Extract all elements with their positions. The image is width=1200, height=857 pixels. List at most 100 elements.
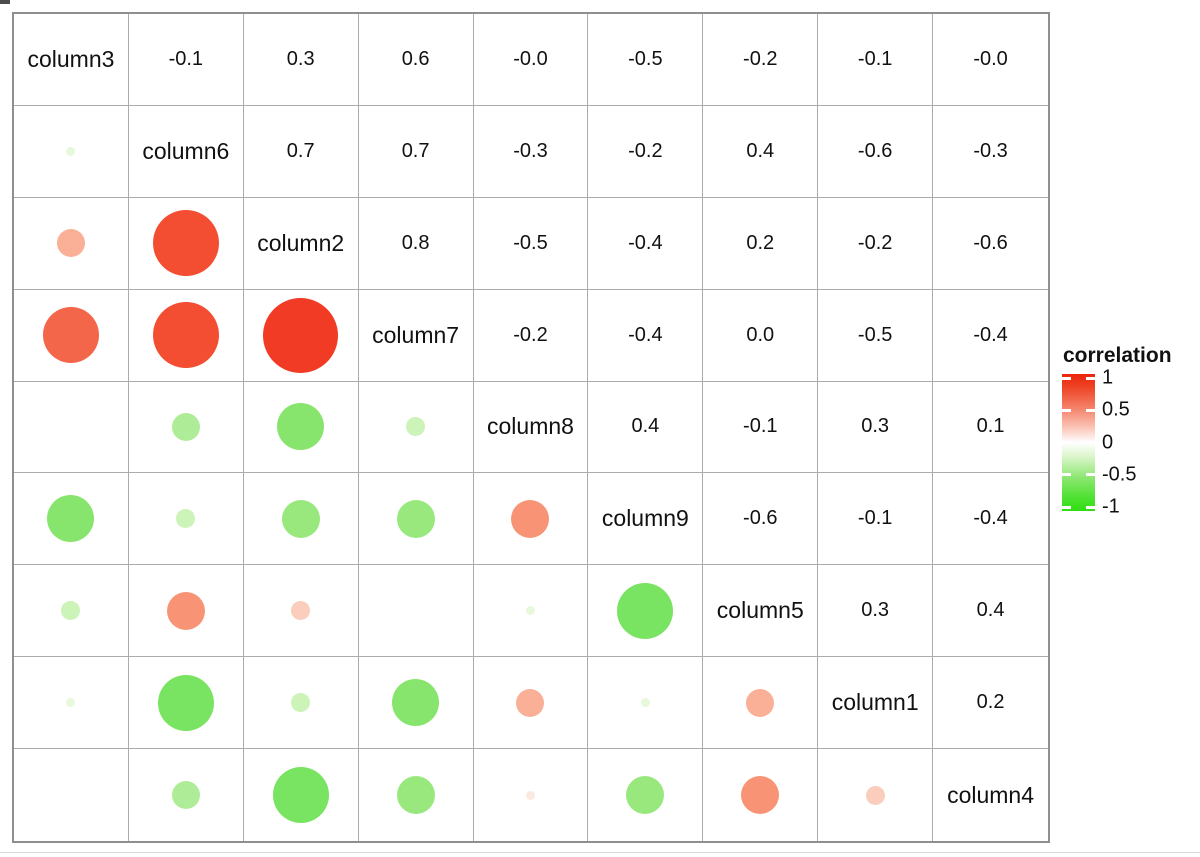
correlation-value: -0.5 (628, 47, 663, 70)
matrix-diagonal-label-cell: column9 (588, 473, 704, 566)
correlation-circle (171, 412, 200, 441)
correlation-circle-cell (128, 289, 244, 382)
variable-name: column3 (27, 45, 115, 72)
correlation-circle-cell (243, 289, 359, 382)
correlation-circle-cell (703, 657, 819, 750)
correlation-value: -0.5 (513, 231, 548, 254)
correlation-value-cell: -0.2 (588, 105, 704, 198)
correlation-value: -0.2 (513, 323, 548, 346)
correlation-value: -0.3 (513, 139, 548, 162)
correlation-circle (525, 606, 535, 616)
correlation-value: -0.4 (628, 231, 663, 254)
correlation-value-cell: 0.0 (703, 289, 819, 382)
correlation-value: -0.1 (743, 415, 778, 438)
legend-body: 1 0.5 0 -0.5 -1 (1056, 367, 1200, 520)
correlation-circle-cell (128, 565, 244, 658)
correlation-value-cell: 0.4 (703, 105, 819, 198)
correlation-value-cell: 0.3 (243, 14, 359, 106)
variable-name: column1 (831, 689, 919, 716)
correlation-value-cell: 0.2 (703, 197, 819, 290)
correlation-circle (66, 146, 76, 156)
correlation-value: -0.1 (857, 507, 893, 530)
correlation-circle (741, 776, 780, 815)
legend-tick-mark (1062, 473, 1071, 476)
correlation-value: 0.4 (976, 599, 1005, 622)
correlation-value: -0.1 (857, 47, 893, 70)
correlation-value: -0.6 (743, 507, 778, 530)
legend-gradient-bar (1062, 374, 1095, 511)
variable-name: column9 (601, 505, 689, 532)
legend-tick-label: 0.5 (1102, 398, 1130, 421)
correlation-value: -0.4 (973, 323, 1008, 346)
correlation-value-cell: -0.1 (128, 14, 244, 106)
correlation-circle (640, 698, 650, 708)
legend-tick-labels: 1 0.5 0 -0.5 -1 (1102, 367, 1192, 518)
correlation-circle (47, 495, 95, 543)
correlation-value: -0.2 (628, 139, 663, 162)
correlation-circle-cell (14, 289, 129, 382)
correlation-value-cell: -0.1 (818, 473, 934, 566)
correlation-value-cell: -0.5 (473, 197, 589, 290)
correlation-value: 0.1 (976, 415, 1005, 438)
correlation-value-cell: -0.0 (473, 14, 589, 106)
legend-tick-mark (1086, 377, 1095, 380)
matrix-diagonal-label-cell: column4 (933, 749, 1048, 841)
correlation-circle (176, 509, 196, 529)
correlation-value-cell: -0.3 (473, 105, 589, 198)
correlation-matrix-grid: column3 -0.1 0.3 0.6 -0.0 -0.5 -0.2 -0.1 -0.0 col… (12, 12, 1050, 843)
correlation-circle (865, 785, 885, 805)
correlation-value: 0.3 (861, 415, 890, 438)
correlation-legend: correlation 1 0.5 0 -0.5 -1 (1056, 344, 1200, 520)
correlation-value: -0.0 (973, 47, 1008, 70)
correlation-value: 0.3 (286, 47, 315, 70)
correlation-value-cell: -0.3 (933, 106, 1048, 198)
correlation-circle-cell (588, 565, 704, 658)
correlation-circle-cell (243, 473, 359, 566)
correlation-circle-cell (14, 381, 129, 474)
correlation-circle-cell (473, 657, 589, 750)
matrix-diagonal-label-cell: column7 (358, 289, 474, 382)
legend-tick-label: -1 (1102, 495, 1120, 518)
correlation-value: -0.1 (168, 47, 204, 70)
variable-name: column6 (142, 137, 230, 164)
correlation-circle (746, 688, 775, 717)
legend-tick-label: 1 (1102, 366, 1114, 389)
correlation-value: 0.6 (401, 47, 430, 70)
variable-name: column2 (257, 229, 345, 256)
screen-edge-line (0, 852, 1200, 853)
variable-name: column7 (372, 321, 460, 348)
correlation-circle (406, 417, 426, 437)
correlation-value-cell: 0.3 (818, 565, 934, 658)
correlation-value-cell: -0.4 (933, 473, 1048, 566)
correlation-circle-cell (703, 749, 819, 841)
correlation-circle-cell (128, 657, 244, 750)
correlation-circle (626, 776, 665, 815)
variable-name: column8 (487, 413, 574, 440)
correlation-value-cell: -0.2 (703, 14, 819, 106)
correlation-circle (157, 674, 214, 731)
correlation-circle-cell (244, 749, 359, 841)
correlation-circle-cell (473, 565, 589, 658)
correlation-value: -0.0 (513, 47, 548, 70)
matrix-diagonal-label-cell: column1 (818, 657, 934, 750)
matrix-diagonal-label-cell: column2 (243, 197, 359, 290)
correlation-circle-cell (818, 749, 934, 841)
correlation-value-cell: 0.7 (358, 105, 474, 198)
correlation-circle-cell (14, 565, 129, 658)
correlation-value-cell: 0.3 (818, 381, 934, 474)
correlation-value-cell: -0.4 (588, 289, 704, 382)
variable-name: column4 (947, 781, 1035, 808)
correlation-value-cell: -0.6 (703, 473, 819, 566)
matrix-diagonal-label-cell: column6 (128, 105, 244, 198)
correlation-circle (66, 698, 76, 708)
correlation-circle-cell (588, 749, 704, 841)
correlation-circle (152, 210, 219, 277)
correlation-circle-cell (14, 657, 129, 750)
correlation-circle-cell (14, 473, 129, 566)
correlation-circle-cell (129, 749, 244, 841)
correlation-circle (516, 688, 545, 717)
correlation-value: 0.2 (746, 231, 775, 254)
correlation-circle-cell (243, 565, 359, 658)
correlation-value-cell: 0.2 (933, 657, 1048, 750)
correlation-value-cell: 0.4 (933, 565, 1048, 658)
